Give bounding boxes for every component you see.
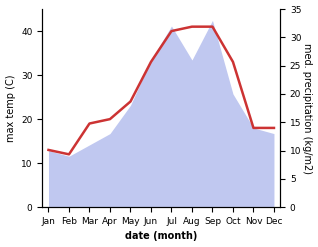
Y-axis label: med. precipitation (kg/m2): med. precipitation (kg/m2): [302, 43, 313, 174]
Y-axis label: max temp (C): max temp (C): [5, 74, 16, 142]
X-axis label: date (month): date (month): [125, 231, 197, 242]
